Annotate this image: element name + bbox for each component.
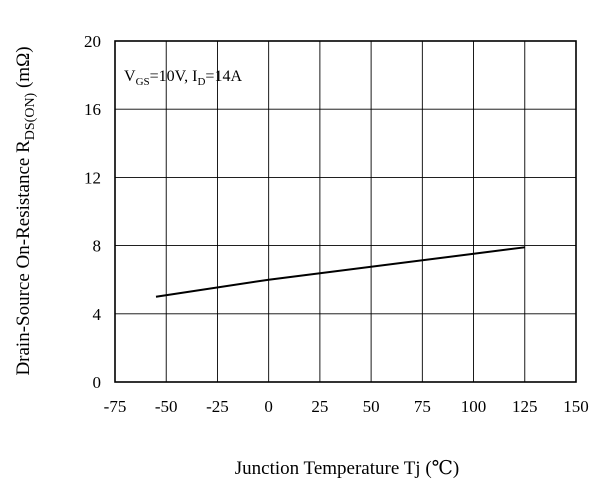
y-tick-labels: 0 4 8 12 16 20 <box>84 32 102 392</box>
x-tick-label: 0 <box>264 397 273 416</box>
x-tick-label: 50 <box>363 397 380 416</box>
x-tick-labels: -75 -50 -25 0 25 50 75 100 125 150 <box>104 397 589 416</box>
y-tick-label: 8 <box>93 237 102 256</box>
x-tick-label: 75 <box>414 397 431 416</box>
y-tick-label: 4 <box>93 305 102 324</box>
annotation: VGS=10V, ID=14A <box>124 68 242 88</box>
grid-lines <box>114 40 577 383</box>
x-tick-label: -50 <box>155 397 178 416</box>
x-tick-label: 25 <box>311 397 328 416</box>
y-tick-label: 20 <box>84 32 101 51</box>
series-line <box>155 246 525 298</box>
plot-frame <box>114 40 577 383</box>
x-tick-label: 150 <box>563 397 589 416</box>
x-tick-label: -25 <box>206 397 229 416</box>
y-tick-label: 0 <box>93 373 102 392</box>
x-tick-label: 100 <box>461 397 487 416</box>
y-tick-label: 16 <box>84 100 101 119</box>
x-tick-label: -75 <box>104 397 127 416</box>
y-tick-label: 12 <box>84 168 101 187</box>
series-group <box>155 246 525 298</box>
x-tick-label: 125 <box>512 397 538 416</box>
y-axis-label: Drain-Source On-Resistance RDS(ON) (mΩ) <box>13 46 38 375</box>
x-axis-label: Junction Temperature Tj (℃) <box>235 458 459 479</box>
